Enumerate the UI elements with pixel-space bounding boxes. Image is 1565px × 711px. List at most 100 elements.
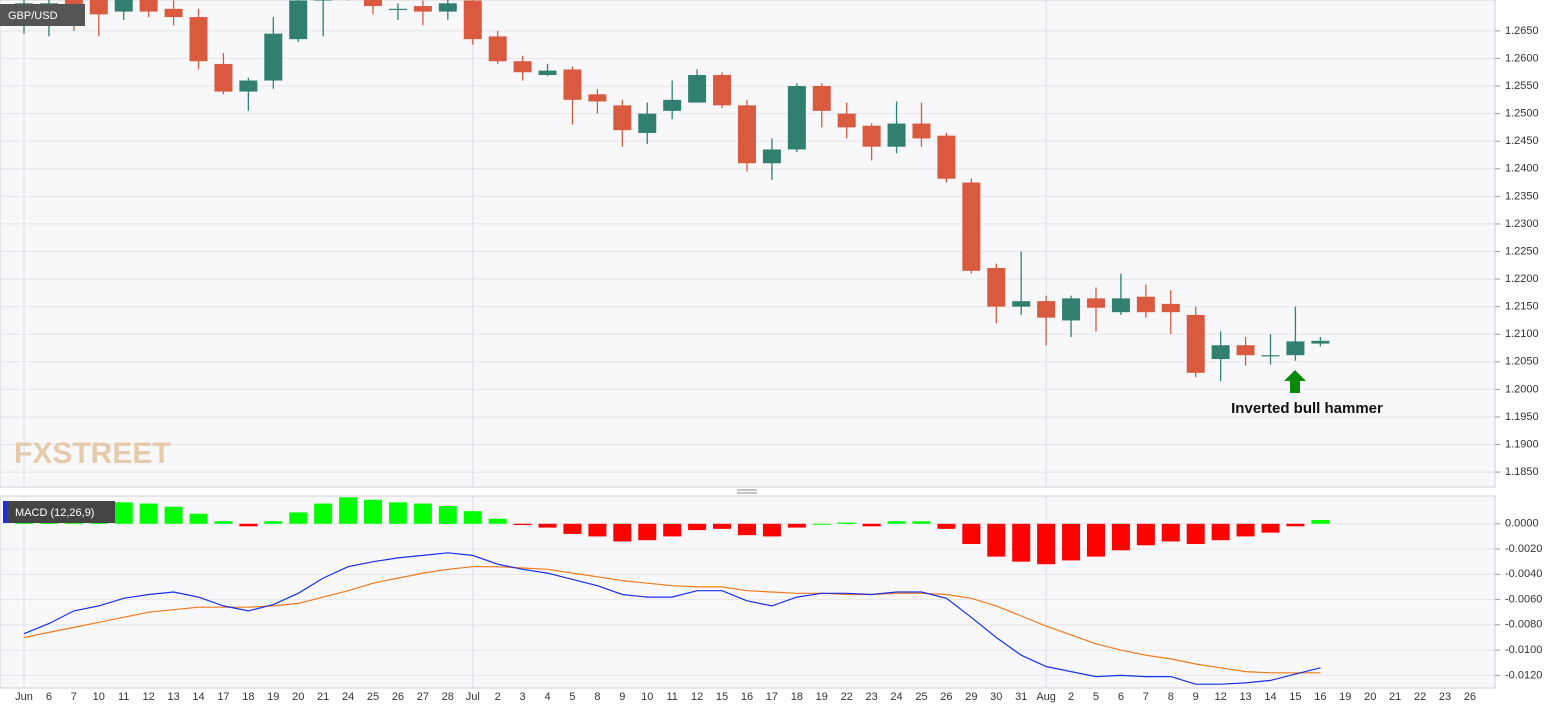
histogram-bar	[289, 512, 308, 524]
histogram-bar	[164, 506, 183, 524]
annotation: Inverted bull hammer	[1231, 400, 1383, 417]
histogram-bar	[1161, 523, 1180, 542]
histogram-bar	[364, 499, 383, 524]
histogram-bar	[1286, 523, 1305, 527]
candle-body	[1236, 345, 1255, 356]
histogram-bar	[737, 523, 756, 536]
histogram-bar	[1062, 523, 1081, 561]
x-tick-label: 30	[990, 691, 1002, 703]
histogram-bar	[1012, 523, 1031, 562]
x-tick-label: 15	[1289, 691, 1301, 703]
histogram-bar	[538, 523, 557, 528]
candle-body	[1186, 314, 1205, 373]
x-tick-label: 6	[1118, 691, 1124, 703]
candle-body	[1086, 298, 1105, 308]
candle-body	[1136, 296, 1155, 313]
candle-body	[713, 75, 732, 106]
candle-body	[962, 182, 981, 271]
histogram-bar	[1186, 523, 1205, 544]
x-tick-label: 10	[641, 691, 653, 703]
x-tick-label: 11	[118, 691, 129, 703]
histogram-bar	[1136, 523, 1155, 546]
y-tick-label: -0.0100	[1505, 644, 1542, 656]
histogram-bar	[1086, 523, 1105, 557]
histogram-bar	[762, 523, 781, 537]
x-tick-label: 13	[167, 691, 179, 703]
x-tick-label: 24	[890, 691, 902, 703]
y-tick-label: -0.0060	[1505, 593, 1542, 605]
macd-line	[23, 552, 1321, 685]
candle-body	[688, 75, 707, 103]
histogram-bar	[937, 523, 956, 529]
histogram-bar	[513, 523, 532, 526]
histogram-bar	[663, 523, 682, 537]
histogram-bar	[488, 518, 507, 524]
histogram-bar	[713, 523, 732, 529]
candle-body	[1012, 301, 1031, 307]
x-tick-label: 8	[594, 691, 600, 703]
y-tick-label: 1.2200	[1505, 273, 1539, 285]
candle-body	[613, 105, 632, 131]
candle-body	[513, 61, 532, 73]
candle-body	[438, 3, 457, 12]
candle-body	[139, 0, 158, 12]
x-tick-label: 20	[292, 691, 304, 703]
candle-body	[1037, 301, 1056, 318]
x-tick-label: 12	[1215, 691, 1227, 703]
candle-body	[987, 268, 1006, 307]
y-tick-label: 1.1850	[1505, 466, 1539, 478]
histogram-bar	[912, 521, 931, 524]
x-tick-label: 11	[666, 691, 677, 703]
macd-label: MACD (12,26,9)	[15, 507, 94, 519]
y-tick-label: 1.2100	[1505, 328, 1539, 340]
y-tick-label: 1.2450	[1505, 135, 1539, 147]
candle-body	[638, 113, 657, 133]
x-tick-label: 21	[317, 691, 329, 703]
x-tick-label: 13	[1239, 691, 1251, 703]
candle-body	[289, 0, 308, 40]
histogram-bar	[413, 503, 432, 524]
candle-body	[887, 123, 906, 147]
candle-body	[214, 63, 233, 92]
histogram-bar	[563, 523, 582, 534]
candle-body	[812, 86, 831, 111]
histogram-bar	[962, 523, 981, 544]
candle-body	[164, 8, 183, 18]
x-tick-label: 28	[442, 691, 454, 703]
candle-body	[388, 8, 407, 11]
x-tick-label: 9	[1193, 691, 1199, 703]
histogram-bar	[1261, 523, 1280, 533]
watermark: FXSTREET	[14, 437, 171, 470]
y-tick-label: 1.2600	[1505, 52, 1539, 64]
x-tick-label: 3	[520, 691, 526, 703]
histogram-bar	[463, 511, 482, 524]
histogram-bar	[189, 513, 208, 524]
x-tick-label: Jul	[466, 691, 480, 703]
x-tick-label: 18	[242, 691, 254, 703]
y-tick-label: 1.2150	[1505, 301, 1539, 313]
x-tick-label: 2	[495, 691, 501, 703]
x-tick-label: 16	[1314, 691, 1326, 703]
y-tick-label: 1.2050	[1505, 356, 1539, 368]
macd-label-stripe	[3, 501, 7, 523]
candle-body	[264, 33, 283, 81]
candle-body	[1311, 340, 1330, 344]
annotation-arrow	[1284, 370, 1306, 393]
candles	[15, 0, 1330, 382]
x-tick-label: 8	[1168, 691, 1174, 703]
macd-marks	[15, 497, 1330, 685]
y-tick-label: -0.0080	[1505, 619, 1542, 631]
y-tick-label: 1.1900	[1505, 438, 1539, 450]
candle-body	[862, 125, 881, 147]
candle-body	[1261, 355, 1280, 357]
candle-body	[563, 69, 582, 100]
x-tick-label: 23	[1439, 691, 1451, 703]
candle-body	[837, 113, 856, 128]
x-tick-label: 27	[417, 691, 429, 703]
histogram-bar	[339, 497, 358, 524]
x-tick-label: 9	[619, 691, 625, 703]
y-tick-label: 1.2000	[1505, 383, 1539, 395]
x-tick-label: 14	[192, 691, 204, 703]
y-tick-label: 1.2500	[1505, 108, 1539, 120]
